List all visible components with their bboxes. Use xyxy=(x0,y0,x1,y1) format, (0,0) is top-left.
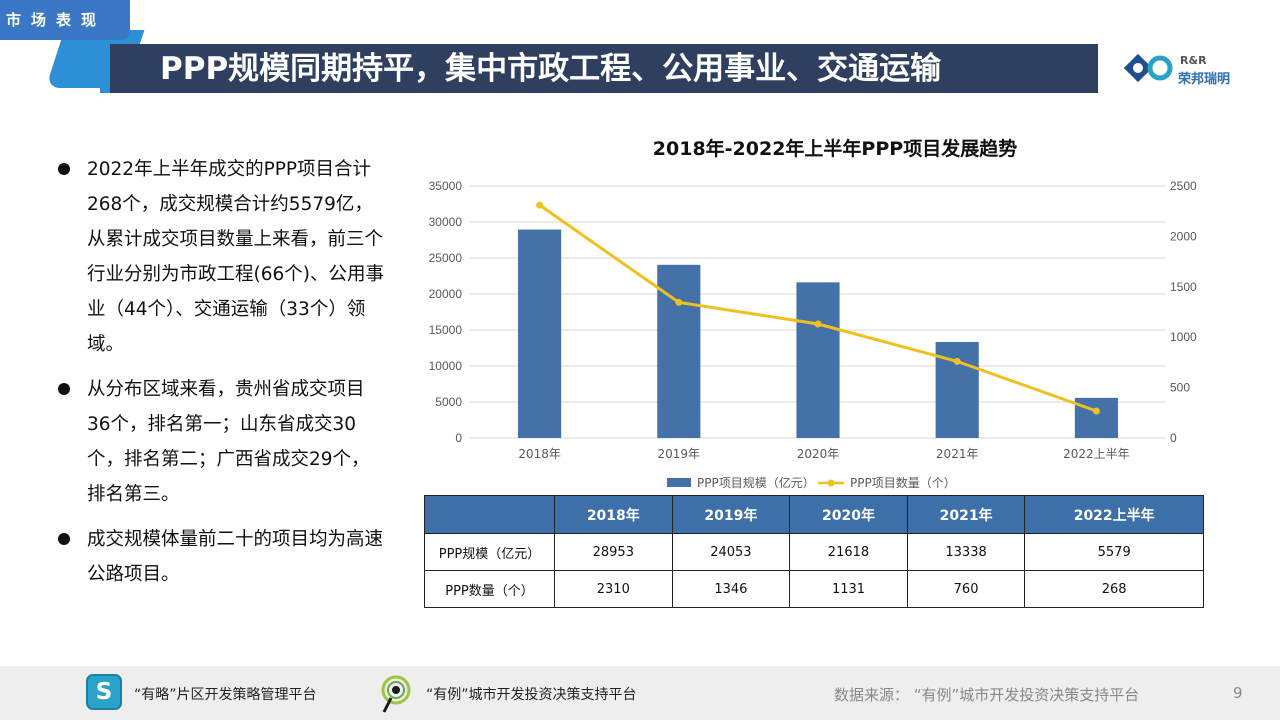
x-tick-label: 2018年 xyxy=(518,447,561,461)
footer-platform-2: “有例”城市开发投资决策支持平台 xyxy=(426,687,637,703)
bullet-item: 2022年上半年成交的PPP项目合计268个，成交规模合计约5579亿，从累计成… xyxy=(55,152,385,362)
bullet-item: 从分布区域来看，贵州省成交项目36个，排名第一；山东省成交30个，排名第二；广西… xyxy=(55,372,385,512)
y-right-tick-label: 1500 xyxy=(1170,280,1197,294)
line-point xyxy=(953,357,961,365)
table-cell: 1131 xyxy=(789,570,908,608)
bullet-dot-icon xyxy=(58,163,70,175)
logo-cn-text: 荣邦瑞明 xyxy=(1178,72,1231,87)
legend-label: PPP项目规模（亿元） xyxy=(697,475,815,490)
logo-en-text: R&R xyxy=(1180,54,1207,67)
table-header-cell: 2019年 xyxy=(671,495,791,534)
y-left-tick-label: 25000 xyxy=(429,251,463,265)
table-cell: 5579 xyxy=(1024,533,1204,571)
y-right-tick-label: 2000 xyxy=(1170,229,1197,243)
x-tick-label: 2019年 xyxy=(658,447,701,461)
line-point xyxy=(1092,407,1100,415)
table-header-cell: 2020年 xyxy=(789,495,908,534)
table-cell: 28953 xyxy=(554,533,673,571)
section-tab: 市场表现 xyxy=(0,0,130,40)
legend-line-marker xyxy=(827,479,835,487)
y-left-tick-label: 20000 xyxy=(429,287,463,301)
table-cell: 24053 xyxy=(671,533,791,571)
bar xyxy=(1074,397,1118,438)
table-cell: 13338 xyxy=(906,533,1026,571)
y-right-tick-label: 500 xyxy=(1170,381,1190,395)
bar xyxy=(518,229,562,438)
table-cell: PPP规模（亿元） xyxy=(424,533,555,571)
table-cell: 268 xyxy=(1024,570,1204,608)
magnifier-icon xyxy=(381,675,411,713)
table-row: PPP规模（亿元） 28953 24053 21618 13338 5579 xyxy=(424,533,1204,571)
table-cell: PPP数量（个） xyxy=(424,570,555,608)
legend-label: PPP项目数量（个） xyxy=(850,475,956,490)
bullet-text: 成交规模体量前二十的项目均为高速公路项目。 xyxy=(87,529,384,585)
x-tick-label: 2021年 xyxy=(936,447,979,461)
y-right-tick-label: 1000 xyxy=(1170,330,1197,344)
footer-bar: S “有略”片区开发策略管理平台 “有例”城市开发投资决策支持平台 数据来源： … xyxy=(0,666,1280,720)
data-source: 数据来源： “有例”城市开发投资决策支持平台 xyxy=(834,686,1140,704)
table-cell: 760 xyxy=(906,570,1026,608)
bullet-item: 成交规模体量前二十的项目均为高速公路项目。 xyxy=(55,522,385,592)
table-header-cell: 2021年 xyxy=(906,495,1026,534)
table-header-cell: 2018年 xyxy=(554,495,673,534)
y-left-tick-label: 15000 xyxy=(429,323,463,337)
line-point xyxy=(675,298,683,306)
section-label: 市场表现 xyxy=(6,11,107,29)
bullet-list: 2022年上半年成交的PPP项目合计268个，成交规模合计约5579亿，从累计成… xyxy=(55,152,385,602)
bar xyxy=(796,282,840,438)
data-table: 2018年 2019年 2020年 2021年 2022上半年 PPP规模（亿元… xyxy=(424,495,1204,608)
legend-bar-swatch xyxy=(667,478,691,487)
y-right-tick-label: 0 xyxy=(1170,431,1177,445)
table-header-row: 2018年 2019年 2020年 2021年 2022上半年 xyxy=(424,495,1204,534)
footer-platform-1: “有略”片区开发策略管理平台 xyxy=(134,687,317,703)
table-row: PPP数量（个） 2310 1346 1131 760 268 xyxy=(424,570,1204,608)
strategy-platform-icon: S xyxy=(86,674,122,710)
page-number: 9 xyxy=(1233,684,1243,702)
company-logo: R&R 荣邦瑞明 xyxy=(1120,46,1270,92)
table-header-cell xyxy=(424,495,555,534)
table-cell: 1346 xyxy=(671,570,791,608)
y-left-tick-label: 0 xyxy=(455,431,462,445)
x-tick-label: 2022上半年 xyxy=(1063,447,1130,461)
chart-title: 2018年-2022年上半年PPP项目发展趋势 xyxy=(652,138,1018,160)
y-left-tick-label: 10000 xyxy=(429,359,463,373)
table-cell: 21618 xyxy=(789,533,908,571)
table-header-cell: 2022上半年 xyxy=(1024,495,1204,534)
y-right-tick-label: 2500 xyxy=(1170,179,1197,193)
line-point xyxy=(814,320,822,328)
bullet-text: 从分布区域来看，贵州省成交项目36个，排名第一；山东省成交30个，排名第二；广西… xyxy=(87,379,370,505)
line-point xyxy=(536,201,544,209)
x-tick-label: 2020年 xyxy=(797,447,840,461)
bullet-dot-icon xyxy=(58,383,70,395)
y-left-tick-label: 30000 xyxy=(429,215,463,229)
bullet-dot-icon xyxy=(58,533,70,545)
title-banner xyxy=(100,44,1098,93)
y-left-tick-label: 5000 xyxy=(435,395,462,409)
table-cell: 2310 xyxy=(554,570,673,608)
page-title: PPP规模同期持平，集中市政工程、公用事业、交通运输 xyxy=(160,51,942,87)
bullet-text: 2022年上半年成交的PPP项目合计268个，成交规模合计约5579亿，从累计成… xyxy=(87,159,384,355)
combo-chart: 0 5000 10000 15000 20000 25000 30000 35000 0 500 1… xyxy=(429,179,1197,490)
logo-mark-icon xyxy=(1124,54,1173,83)
y-left-tick-label: 35000 xyxy=(429,179,463,193)
